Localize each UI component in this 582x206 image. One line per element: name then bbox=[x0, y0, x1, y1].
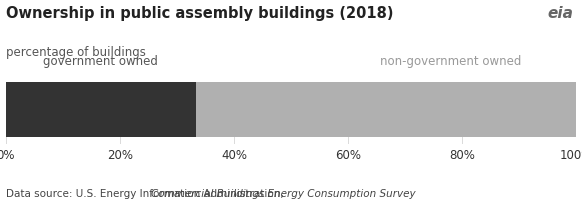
Text: Data source: U.S. Energy Information Administration,: Data source: U.S. Energy Information Adm… bbox=[6, 188, 287, 198]
Bar bbox=[196, 83, 576, 137]
Text: Ownership in public assembly buildings (2018): Ownership in public assembly buildings (… bbox=[6, 6, 393, 21]
Text: percentage of buildings: percentage of buildings bbox=[6, 45, 146, 58]
Text: eia: eia bbox=[548, 6, 573, 21]
Bar bbox=[6, 83, 196, 137]
Text: non-government owned: non-government owned bbox=[380, 55, 521, 68]
Text: government owned: government owned bbox=[43, 55, 158, 68]
Text: Commercial Buildings Energy Consumption Survey: Commercial Buildings Energy Consumption … bbox=[151, 188, 416, 198]
